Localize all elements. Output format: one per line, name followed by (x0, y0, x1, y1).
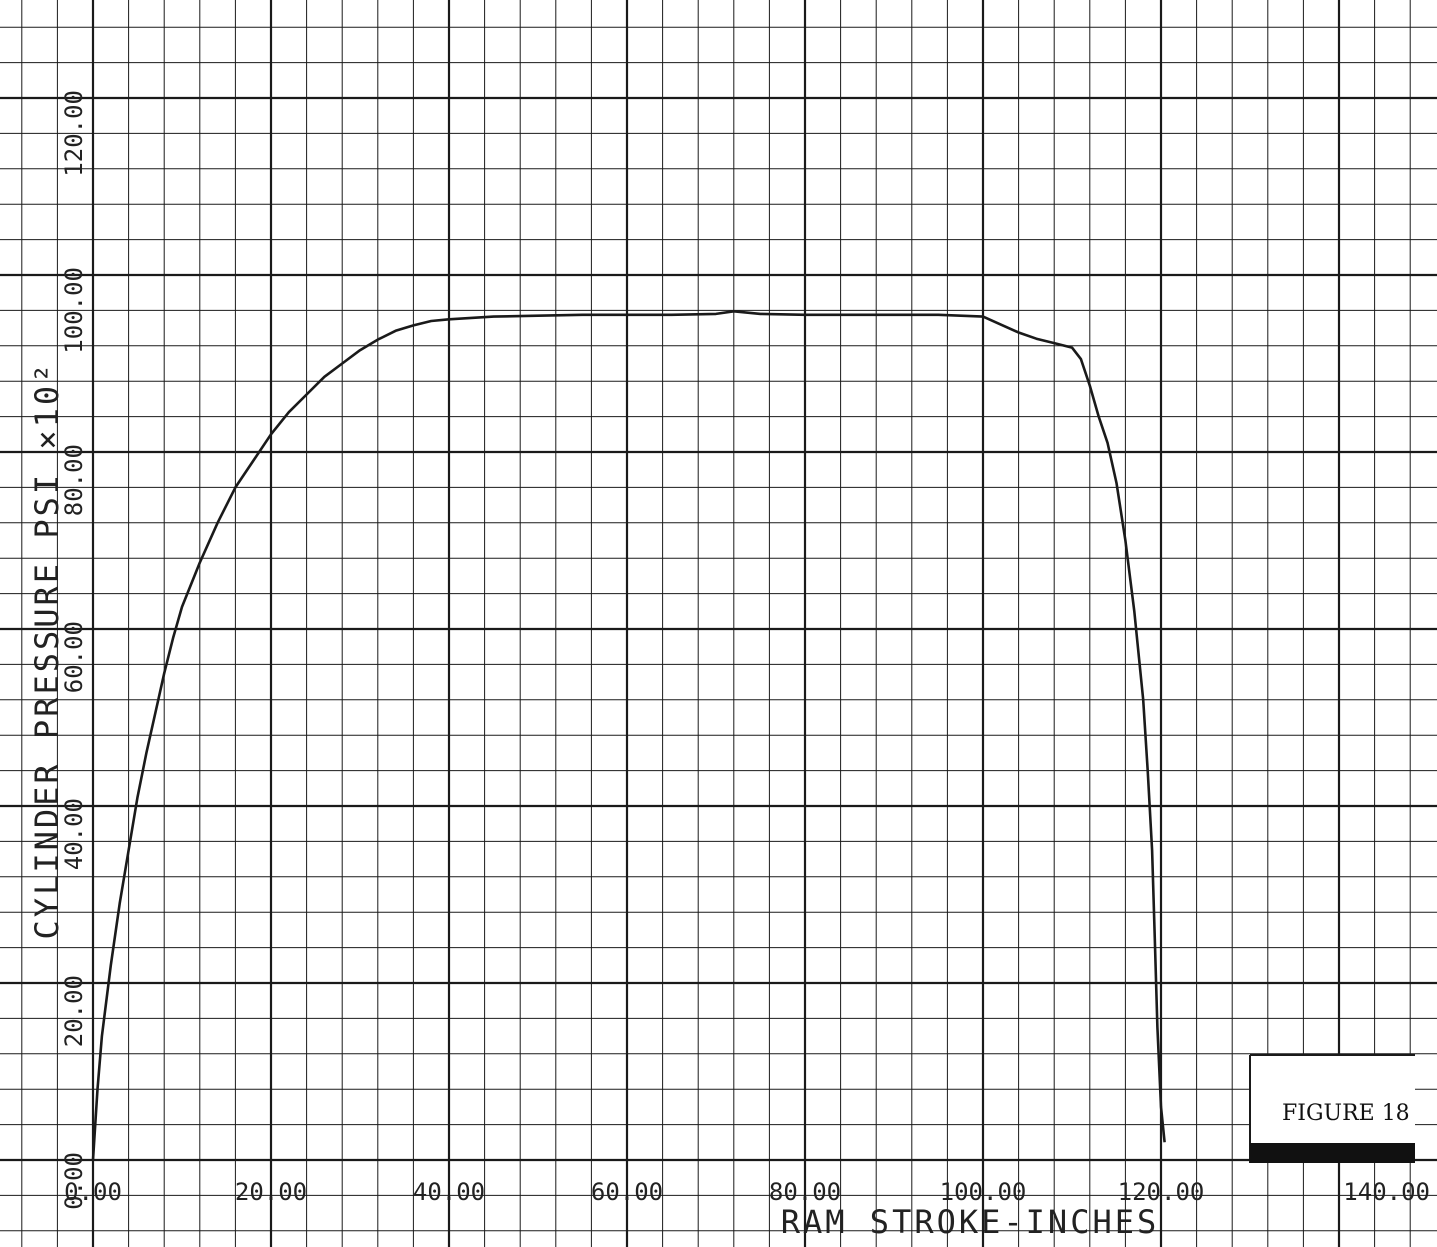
x-tick-label: 100.00 (940, 1178, 1027, 1206)
y-tick-label: 20.00 (60, 975, 88, 1047)
y-tick-label: 40.00 (60, 798, 88, 870)
x-tick-label: 0.00 (64, 1178, 122, 1206)
x-tick-label: 60.00 (591, 1178, 663, 1206)
y-tick-labels: 0.00 20.00 40.00 60.00 80.00 100.00 120.00 (60, 90, 88, 1210)
x-tick-label: 20.00 (235, 1178, 307, 1206)
y-tick-label: 60.00 (60, 621, 88, 693)
y-tick-label: 0.00 (60, 1152, 88, 1210)
figure-label: FIGURE 18 (1282, 1101, 1410, 1126)
y-tick-label: 120.00 (60, 90, 88, 177)
x-tick-labels: 0.00 20.00 40.00 60.00 80.00 100.00 120.00 140.… (64, 1178, 1430, 1206)
x-tick-label: 80.00 (769, 1178, 841, 1206)
y-tick-label: 100.00 (60, 267, 88, 354)
x-tick-label: 140.00 (1343, 1178, 1430, 1206)
y-tick-label: 80.00 (60, 444, 88, 516)
figure-label-box: FIGURE 18 (1249, 1054, 1415, 1163)
x-axis-label: RAM STROKE-INCHES (781, 1203, 1160, 1241)
pressure-curve (91, 310, 1166, 1161)
x-tick-label: 40.00 (413, 1178, 485, 1206)
x-tick-label: 120.00 (1118, 1178, 1205, 1206)
y-axis-label: CYLINDER PRESSURE PSI ×10² (28, 361, 66, 940)
